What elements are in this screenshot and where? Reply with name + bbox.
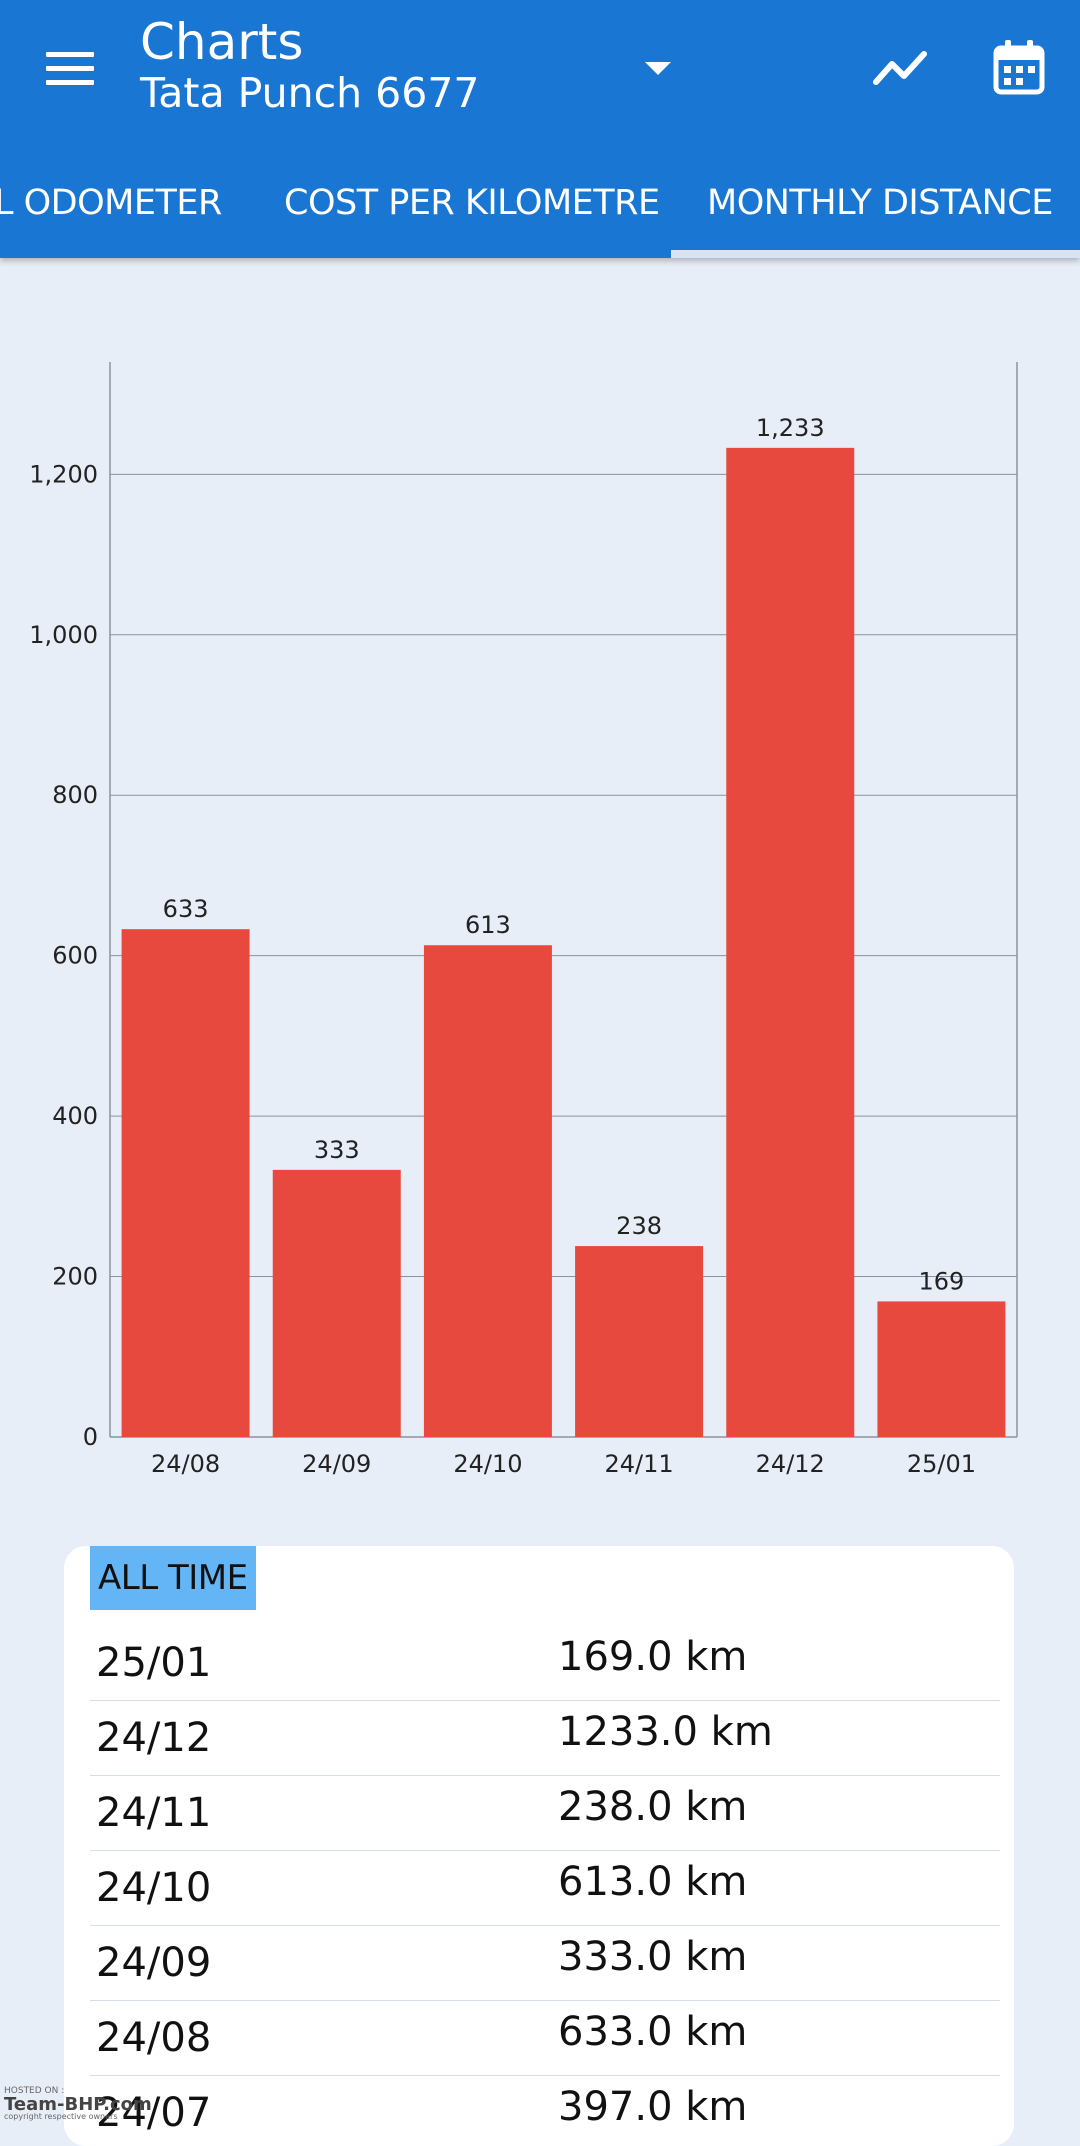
page-title: Charts [140,13,304,71]
chart-tabs: L ODOMETER COST PER KILOMETRE MONTHLY DI… [0,170,1080,258]
x-tick-label: 24/11 [604,1450,673,1478]
distance-list: 25/01 169.0 km 24/12 1233.0 km 24/11 238.0 km… [90,1626,1000,2146]
list-item[interactable]: 24/09 333.0 km [90,1926,1000,2001]
list-item[interactable]: 24/08 633.0 km [90,2001,1000,2076]
x-tick-label: 24/12 [756,1450,825,1478]
list-item[interactable]: 24/12 1233.0 km [90,1701,1000,1776]
bar-value-label: 633 [163,895,209,923]
x-tick-label: 25/01 [907,1450,976,1478]
row-period: 24/11 [96,1790,212,1836]
vehicle-name[interactable]: Tata Punch 6677 [140,69,480,117]
monthly-distance-chart: 0 200 400 600 800 1,000 1,200 633 24/08 333 24/09 6… [0,350,1080,1490]
list-item[interactable]: 24/10 613.0 km [90,1851,1000,1926]
bar [877,1301,1006,1437]
list-item[interactable]: 24/07 397.0 km [90,2076,1000,2146]
row-distance: 169.0 km [558,1634,748,1680]
x-tick-label: 24/09 [302,1450,371,1478]
bar [121,929,250,1437]
y-tick-label: 800 [52,781,98,809]
bar-value-label: 613 [465,911,511,939]
bar-value-label: 333 [314,1136,360,1164]
row-distance: 613.0 km [558,1859,748,1905]
row-period: 24/12 [96,1715,212,1761]
bar-chart-svg: 0 200 400 600 800 1,000 1,200 633 24/08 333 24/09 6… [29,362,1018,1478]
row-distance: 633.0 km [558,2009,748,2055]
y-tick-label: 1,200 [29,460,98,488]
trending-line-icon[interactable] [868,36,934,102]
y-tick-label: 400 [52,1102,98,1130]
period-filter-header[interactable]: ALL TIME [90,1546,256,1610]
row-distance: 333.0 km [558,1934,748,1980]
summary-card: ALL TIME 25/01 169.0 km 24/12 1233.0 km 24/1… [64,1546,1014,2146]
row-distance: 1233.0 km [558,1709,773,1755]
bar [575,1246,704,1437]
bar-value-label: 238 [616,1212,662,1240]
bar [423,945,552,1437]
y-tick-label: 200 [52,1263,98,1291]
row-period: 25/01 [96,1640,212,1686]
hamburger-menu-icon[interactable] [28,36,112,102]
selected-tab-indicator [671,250,1080,258]
app-bar: Charts Tata Punch 6677 L ODOMETER COST P… [0,0,1080,258]
arrow-drop-down-icon[interactable] [630,48,686,92]
y-tick-label: 1,000 [29,621,98,649]
tab-monthly-distance[interactable]: MONTHLY DISTANCE [707,183,1053,223]
bar-value-label: 169 [919,1267,965,1295]
x-tick-label: 24/08 [151,1450,220,1478]
calendar-icon[interactable] [986,36,1052,102]
bar [272,1169,401,1437]
tab-cost-per-kilometre[interactable]: COST PER KILOMETRE [284,183,660,223]
row-period: 24/10 [96,1865,212,1911]
bar-value-label: 1,233 [756,414,825,442]
list-item[interactable]: 25/01 169.0 km [90,1626,1000,1701]
watermark-brand: Team-BHP.com [4,2094,152,2115]
y-tick-label: 0 [83,1423,98,1451]
bar [726,447,855,1437]
watermark-logo: HOSTED ON : Team-BHP.com copyright respe… [4,2086,204,2121]
row-distance: 397.0 km [558,2084,748,2130]
row-period: 24/09 [96,1940,212,1986]
watermark-copyright: copyright respective owners [4,2112,118,2121]
x-tick-label: 24/10 [453,1450,522,1478]
row-distance: 238.0 km [558,1784,748,1830]
row-period: 24/08 [96,2015,212,2061]
y-tick-label: 600 [52,942,98,970]
list-item[interactable]: 24/11 238.0 km [90,1776,1000,1851]
tab-odometer[interactable]: L ODOMETER [0,183,222,223]
watermark-hosted: HOSTED ON : [4,2086,65,2096]
